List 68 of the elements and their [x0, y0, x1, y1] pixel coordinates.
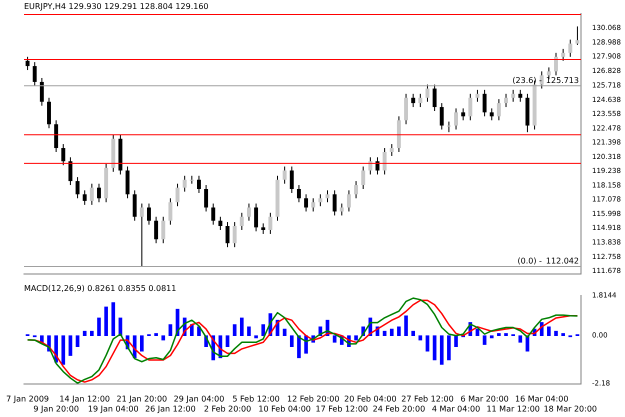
x-tick-label: 20 Feb 04:00 [344, 394, 397, 404]
bar [482, 335, 486, 345]
bar [226, 335, 230, 348]
bar [426, 335, 430, 352]
bar [76, 335, 80, 348]
bar [504, 333, 508, 336]
bar [104, 306, 108, 336]
bar [447, 335, 451, 360]
x-tick-label: 5 Feb 12:00 [232, 394, 280, 404]
x-tick-label: 9 Jan 20:00 [33, 404, 79, 414]
bar [140, 335, 144, 352]
x-tick-label: 18 Mar 20:00 [544, 404, 597, 414]
x-tick-label: 2 Feb 20:00 [204, 404, 252, 414]
bar [554, 330, 558, 336]
chart-title: EURJPY,H4 129.930 129.291 128.804 129.160 [24, 2, 209, 11]
bar [97, 318, 101, 336]
annotation: (0.0) - [518, 256, 542, 266]
bar [232, 324, 236, 336]
bar [561, 333, 565, 336]
x-tick-label: 4 Mar 04:00 [432, 404, 480, 414]
bar [382, 330, 386, 336]
bar [454, 335, 458, 348]
x-tick-label: 19 Jan 04:00 [88, 404, 139, 414]
x-tick-label: 26 Jan 12:00 [145, 404, 196, 414]
bar [161, 335, 166, 340]
x-tick-label: 21 Jan 20:00 [116, 394, 168, 404]
x-tick-label: 24 Feb 20:00 [372, 404, 426, 414]
ref-line-label: 125.713 [546, 76, 579, 85]
bar [297, 335, 301, 358]
bar [282, 328, 286, 336]
bar [154, 333, 158, 336]
bar [432, 335, 436, 360]
bar [68, 335, 72, 356]
bar [411, 330, 416, 336]
bar [440, 335, 444, 365]
candlestick [446, 122, 451, 132]
ref-line-label: 112.042 [546, 256, 579, 266]
bar [404, 315, 408, 336]
bar [497, 333, 501, 336]
x-tick-label: 29 Jan 04:00 [174, 394, 224, 404]
x-tick-label: 16 Mar 04:00 [515, 394, 568, 404]
bar [240, 318, 244, 336]
bar [168, 324, 172, 336]
bar [354, 335, 358, 340]
bar [90, 330, 94, 336]
x-tick-label: 12 Feb 20:00 [286, 394, 340, 404]
bar [332, 335, 336, 343]
x-tick-label: 17 Feb 12:00 [316, 404, 368, 414]
bar [476, 328, 480, 336]
bar [61, 335, 66, 365]
x-tick-label: 27 Feb 12:00 [401, 394, 454, 404]
bar [390, 328, 394, 336]
x-tick-label: 14 Jan 12:00 [59, 394, 110, 404]
bar [111, 302, 116, 336]
bar [418, 335, 422, 340]
bar [518, 335, 522, 343]
x-tick-label: 11 Mar 12:00 [486, 404, 540, 414]
bar [547, 326, 551, 336]
bar [397, 326, 401, 336]
bar [82, 330, 87, 336]
x-tick-label: 10 Feb 04:00 [258, 404, 311, 414]
annotation: (23.6) - [512, 76, 542, 85]
x-tick-label: 7 Jan 2009 [6, 394, 50, 404]
x-tick-label: 6 Mar 20:00 [460, 394, 509, 404]
bar [247, 326, 251, 336]
bar [290, 335, 294, 348]
bar [526, 335, 530, 352]
chart-title: MACD(12,26,9) 0.8261 0.8355 0.0811 [24, 284, 176, 293]
